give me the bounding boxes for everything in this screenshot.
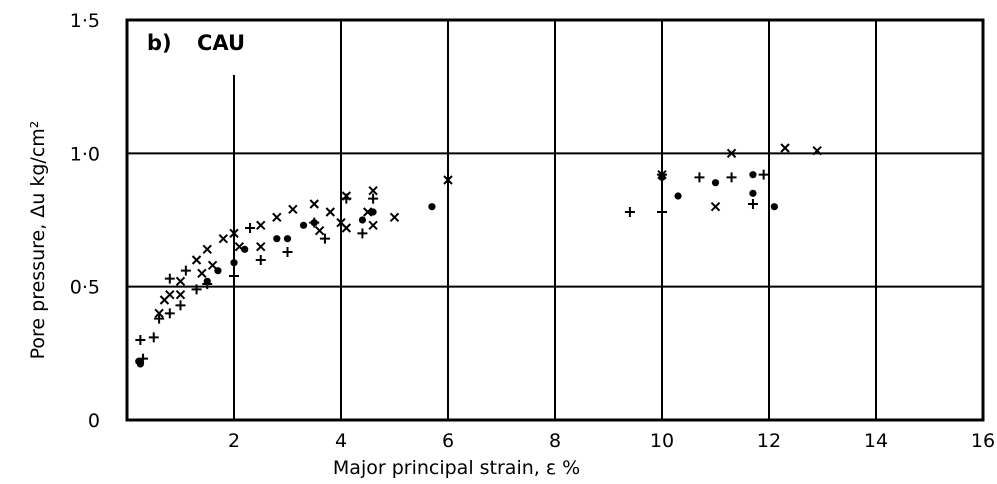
x-tick-label: 4 <box>335 430 347 452</box>
data-point-cross <box>389 212 400 223</box>
data-point-plus <box>202 279 213 289</box>
data-point-plus <box>135 335 146 345</box>
data-point-dot <box>749 171 757 179</box>
data-point-cross <box>309 199 319 209</box>
data-point-dot <box>273 235 281 243</box>
panel-label: b) <box>147 31 172 55</box>
data-point-cross <box>165 289 175 300</box>
data-point-cross <box>207 260 218 271</box>
data-point-cross <box>234 241 245 252</box>
y-tick-label: 1·0 <box>70 143 100 165</box>
data-point-plus <box>191 284 202 295</box>
data-point-plus <box>758 169 769 180</box>
data-point-plus <box>694 172 705 183</box>
data-point-cross <box>341 223 352 233</box>
x-tick-label: 8 <box>549 430 561 452</box>
data-point-dot <box>770 203 778 211</box>
data-point-cross <box>368 185 378 196</box>
grid-lines <box>127 20 983 420</box>
data-point-dot <box>428 203 436 211</box>
data-point-plus <box>154 313 165 324</box>
x-tick-label: 10 <box>650 430 674 452</box>
data-point-dot <box>283 235 292 243</box>
data-point-cross <box>443 175 453 185</box>
plot-frame <box>125 18 985 422</box>
data-point-plus <box>245 223 256 233</box>
data-point-cross <box>341 191 352 201</box>
data-point-plus <box>138 353 149 364</box>
x-tick-labels: 2 4 6 8 10 12 14 16 <box>228 430 995 452</box>
data-point-plus <box>164 308 175 319</box>
data-point-dot <box>299 221 308 229</box>
x-tick-label: 14 <box>864 430 888 452</box>
data-point-cross <box>812 145 822 156</box>
data-point-cross <box>710 201 721 212</box>
data-point-plus <box>747 199 758 209</box>
data-point-plus <box>164 273 175 284</box>
data-point-plus <box>657 207 667 217</box>
data-point-cross <box>256 220 266 231</box>
data-point-dot <box>358 216 366 224</box>
data-point-plus <box>309 217 320 228</box>
data-point-plus <box>148 332 159 343</box>
y-tick-label: 1·5 <box>70 10 100 32</box>
data-point-plus <box>255 255 266 265</box>
data-point-cross <box>288 204 298 215</box>
x-tick-label: 12 <box>757 430 781 452</box>
data-point-plus <box>368 193 379 204</box>
data-point-dot <box>711 179 720 187</box>
y-tick-labels: 0 0·5 1·0 1·5 <box>70 10 100 432</box>
data-point-cross <box>256 241 266 252</box>
data-point-cross <box>363 207 373 217</box>
x-tick-label: 16 <box>971 430 995 452</box>
data-point-cross <box>657 169 667 180</box>
data-point-cross <box>154 308 164 319</box>
data-points <box>135 143 822 368</box>
y-tick-label: 0·5 <box>70 277 100 299</box>
x-axis-label: Major principal strain, ε % <box>333 457 580 479</box>
data-point-plus <box>175 300 186 311</box>
data-point-cross <box>175 289 186 300</box>
data-point-cross <box>218 233 229 244</box>
chart-title: CAU <box>197 31 245 55</box>
data-point-plus <box>229 271 239 281</box>
data-point-cross <box>325 207 336 217</box>
data-point-cross <box>191 255 202 265</box>
y-axis-label: Pore pressure, Δu kg/cm² <box>27 121 49 360</box>
data-point-cross <box>726 148 737 159</box>
data-point-cross <box>780 143 790 153</box>
data-point-cross <box>197 268 207 279</box>
x-tick-label: 2 <box>228 430 240 452</box>
data-point-plus <box>726 172 737 183</box>
data-point-cross <box>229 228 239 239</box>
data-point-cross <box>175 276 186 287</box>
data-point-dot <box>369 208 377 216</box>
data-point-plus <box>282 247 293 257</box>
y-tick-label: 0 <box>88 410 100 432</box>
data-point-plus <box>180 265 191 276</box>
data-point-dot <box>674 192 682 200</box>
data-point-plus <box>624 207 635 217</box>
data-point-plus <box>319 233 330 244</box>
data-point-plus <box>357 228 368 239</box>
data-point-cross <box>314 225 325 236</box>
x-tick-label: 6 <box>442 430 454 452</box>
data-point-cross <box>368 220 378 231</box>
data-point-cross <box>202 244 212 255</box>
data-point-dot <box>230 259 238 267</box>
data-point-dot <box>749 189 757 197</box>
data-point-dot <box>241 245 249 253</box>
data-point-cross <box>272 212 282 223</box>
